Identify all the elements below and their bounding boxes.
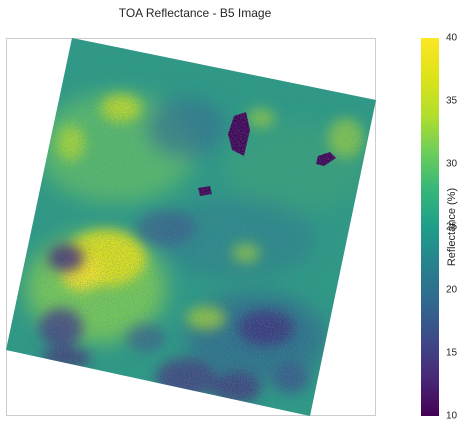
colorbar-tick: 15 [446,347,458,359]
colorbar-tick: 25 [446,221,458,233]
colorbar-label: Reflectance (%) [446,187,458,267]
colorbar-tick: 30 [446,158,458,170]
colorbar-tick: 10 [446,410,458,422]
chart-title: TOA Reflectance - B5 Image [118,6,272,20]
satellite-image [6,38,376,416]
colorbar [421,38,439,416]
image-tile [6,38,376,416]
colorbar-tick: 20 [446,284,458,296]
colorbar-tick: 40 [446,32,458,44]
colorbar-tick: 35 [446,95,458,107]
